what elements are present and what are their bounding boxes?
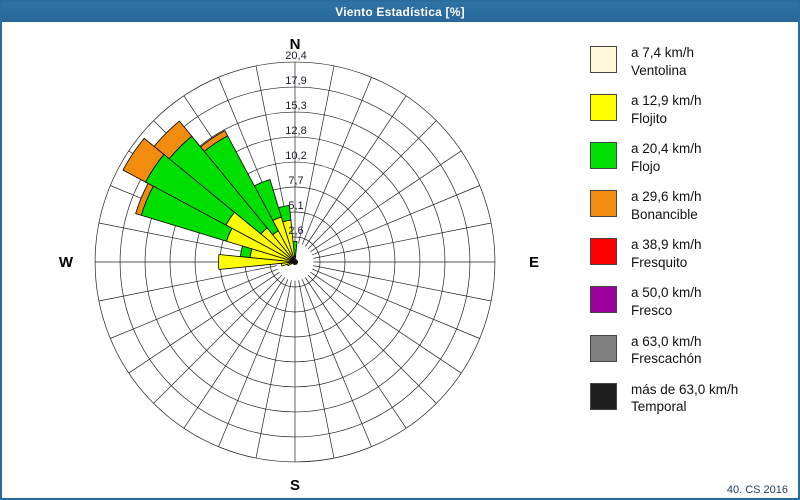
compass-north: N: [290, 36, 301, 53]
compass-east: E: [529, 254, 539, 271]
legend-item-ventolina: a 7,4 km/h Ventolina: [590, 44, 738, 79]
wind-petals: [122, 120, 298, 270]
legend-item-fresco: a 50,0 km/h Fresco: [590, 284, 738, 319]
svg-text:17,9: 17,9: [285, 75, 306, 87]
legend-swatch: [590, 46, 617, 73]
window-title: Viento Estadística [%]: [335, 5, 465, 19]
legend-label: a 38,9 km/h Fresquito: [631, 237, 702, 270]
compass-labels: N S E W: [59, 36, 539, 494]
svg-text:5,1: 5,1: [288, 200, 303, 212]
legend-label: a 7,4 km/h Ventolina: [631, 45, 695, 78]
title-bar[interactable]: Viento Estadística [%]: [2, 2, 798, 22]
legend-label: a 50,0 km/h Fresco: [631, 285, 702, 319]
svg-text:20,4: 20,4: [285, 50, 306, 62]
chart-panel: 2,6 5,1 7,7 10,2 12,8 15,3 17,9 20,4 N S E W a 7,4 …: [2, 22, 798, 498]
petal-WNW: [135, 183, 154, 216]
legend-swatch: [590, 334, 617, 362]
footer-credit: 40. CS 2016: [726, 484, 788, 496]
svg-text:12,8: 12,8: [285, 125, 306, 137]
compass-west: W: [59, 254, 74, 271]
legend-swatch: [590, 238, 617, 266]
petal-NWbW: [122, 137, 165, 183]
legend-item-flojito: a 12,9 km/h Flojito: [590, 92, 738, 127]
legend-swatch: [590, 142, 617, 170]
legend-label: a 20,4 km/h Flojo: [631, 141, 702, 174]
wind-rose-chart: 2,6 5,1 7,7 10,2 12,8 15,3 17,9 20,4N S E W: [59, 36, 539, 494]
legend-swatch: [590, 382, 617, 410]
legend-label: a 63,0 km/h Frescachón: [631, 333, 702, 367]
svg-text:2,6: 2,6: [288, 225, 303, 237]
petal-NW: [153, 120, 193, 160]
petal-NWbN: [200, 130, 228, 152]
compass-south: S: [290, 477, 300, 494]
legend-item-bonancible: a 29,6 km/h Bonancible: [590, 188, 738, 223]
legend-label: más de 63,0 km/h Temporal: [631, 381, 739, 415]
svg-text:7,7: 7,7: [288, 175, 303, 187]
legend-swatch: [590, 286, 617, 314]
rose-center-dot: [292, 259, 298, 265]
legend-swatch: [590, 94, 617, 122]
legend-item-fresquito: a 38,9 km/h Fresquito: [590, 236, 738, 271]
legend-item-flojo: a 20,4 km/h Flojo: [590, 140, 738, 175]
petal-NNW: [253, 179, 282, 221]
legend-item-frescachón: a 63,0 km/h Frescachón: [590, 333, 738, 368]
ring-labels: 2,6 5,1 7,7 10,2 12,8 15,3 17,9 20,4: [285, 50, 306, 237]
legend-label: a 29,6 km/h Bonancible: [631, 189, 702, 222]
petal-WbN: [240, 245, 253, 258]
svg-text:15,3: 15,3: [285, 100, 306, 112]
wind-speed-legend: a 7,4 km/h Ventolina a 12,9 km/h Flojito a 2…: [590, 44, 738, 416]
legend-item-temporal: más de 63,0 km/h Temporal: [590, 381, 738, 416]
legend-swatch: [590, 190, 617, 218]
legend-label: a 12,9 km/h Flojito: [631, 93, 702, 126]
svg-text:10,2: 10,2: [285, 150, 306, 162]
